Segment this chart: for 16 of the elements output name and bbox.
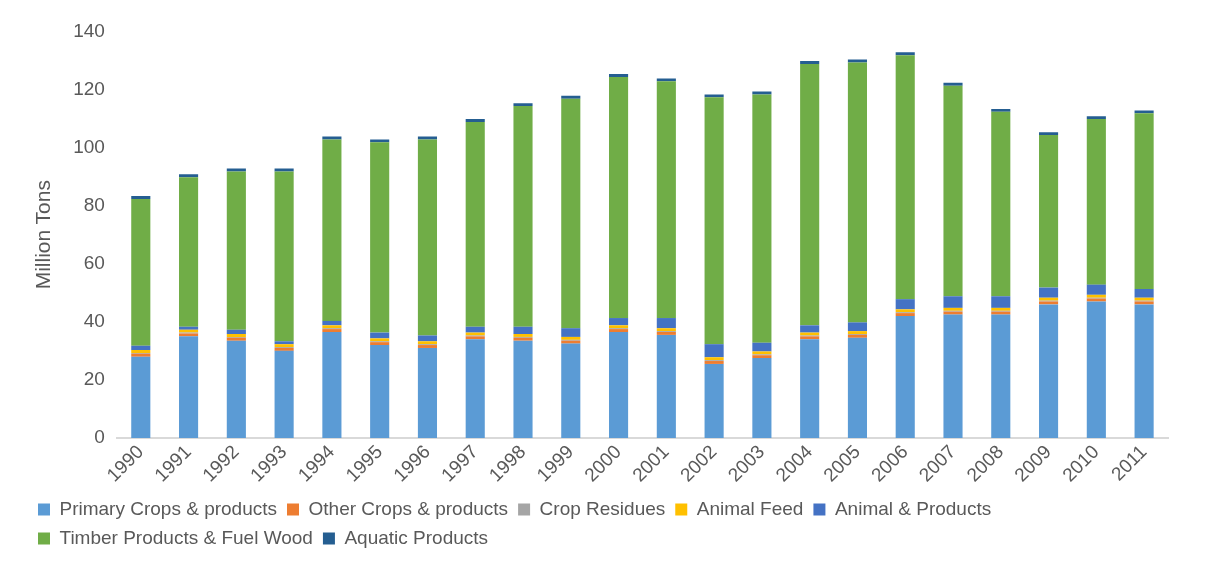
y-tick-label: 0 (94, 426, 105, 448)
y-tick-label: 140 (73, 19, 105, 41)
y-tick-label: 80 (83, 193, 105, 215)
y-axis-title: Million Tons (31, 180, 55, 290)
y-tick-label: 100 (73, 135, 105, 157)
legend-label: Crop Residues (539, 497, 666, 519)
y-tick-label: 60 (83, 251, 105, 273)
legend-label: Animal Feed (696, 497, 804, 519)
legend-label: Aquatic Products (344, 526, 489, 548)
legend-label: Animal & Products (834, 497, 992, 519)
legend-label: Primary Crops & products (59, 497, 278, 519)
y-tick-label: 120 (73, 77, 105, 99)
y-tick-label: 20 (83, 368, 105, 390)
legend-label: Other Crops & products (308, 497, 509, 519)
legend-label: Timber Products & Fuel Wood (59, 526, 313, 548)
y-tick-label: 40 (83, 310, 105, 332)
